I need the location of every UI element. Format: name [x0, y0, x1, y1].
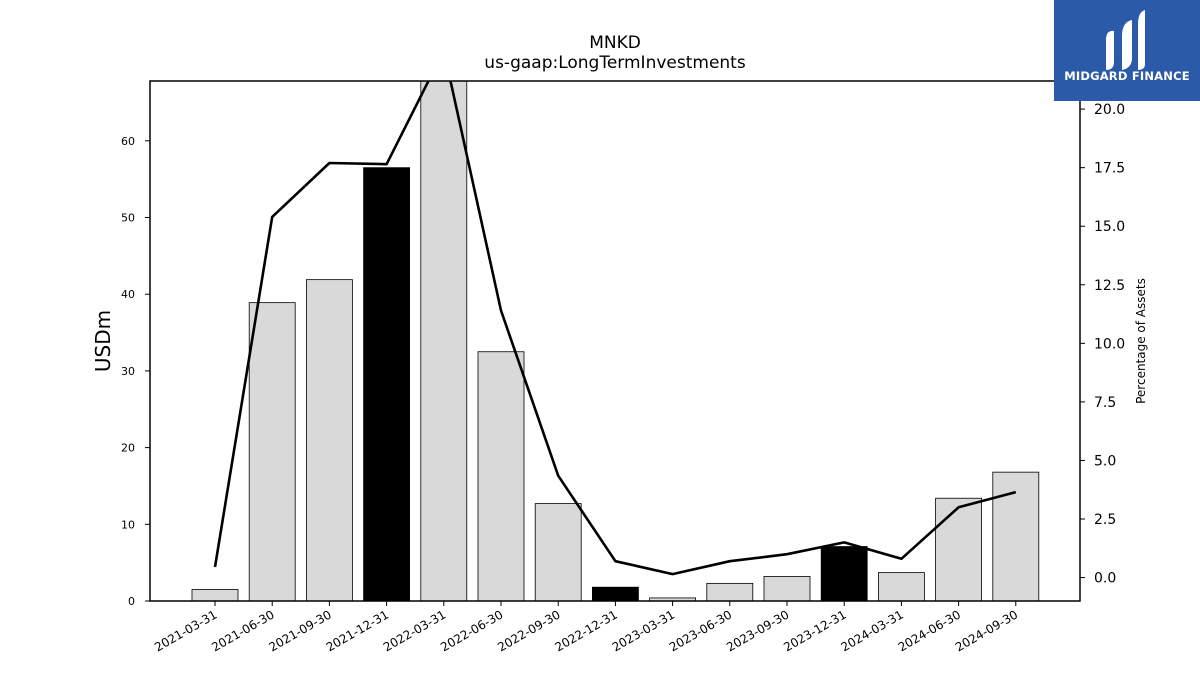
y-axis-label: USDm	[91, 310, 115, 372]
y-tick-label: 0	[128, 595, 135, 608]
y2-tick-label: 17.5	[1094, 161, 1125, 177]
bar	[878, 572, 925, 601]
x-tick-label: 2021-03-31	[152, 607, 219, 654]
y-tick-label: 50	[121, 212, 135, 225]
chart-subtitle: us-gaap:LongTermInvestments	[484, 53, 746, 73]
y2-tick-label: 5.0	[1094, 453, 1116, 469]
y-tick-label: 20	[121, 442, 135, 455]
bar	[534, 503, 582, 601]
logo-mark-icon	[1106, 10, 1145, 70]
y-tick-label: 40	[121, 288, 135, 301]
x-tick-label: 2024-09-30	[953, 607, 1020, 654]
y-tick-label: 60	[121, 135, 135, 148]
x-tick-label: 2023-06-30	[667, 607, 734, 654]
bar	[477, 351, 525, 601]
y-tick-label: 10	[121, 518, 135, 531]
y2-tick-label: 0.0	[1094, 571, 1116, 587]
y2-tick-label: 10.0	[1094, 336, 1125, 352]
series-line	[213, 81, 1017, 576]
bar	[191, 589, 239, 601]
bar	[305, 279, 353, 601]
x-tick-label: 2022-06-30	[438, 607, 505, 654]
x-tick-label: 2024-06-30	[896, 607, 963, 654]
bar	[935, 497, 982, 601]
y-tick-label: 30	[121, 365, 135, 378]
x-tick-label: 2021-06-30	[209, 607, 276, 654]
line-group	[213, 81, 1017, 576]
x-tick-label: 2021-12-31	[324, 607, 391, 654]
y2-tick-label: 20.0	[1094, 102, 1125, 118]
x-tick-label: 2022-09-30	[495, 607, 562, 654]
bar	[820, 546, 868, 601]
y2-tick-label: 12.5	[1094, 278, 1125, 294]
x-axis: 2021-03-312021-06-302021-09-302021-12-31…	[152, 601, 1020, 654]
bar	[706, 582, 754, 601]
bar	[363, 167, 411, 601]
logo-text: MIDGARD FINANCE	[1064, 69, 1190, 83]
y-axis-left: 0 10 20 30 40 50 60	[121, 135, 150, 608]
bar	[420, 81, 468, 601]
x-tick-label: 2023-09-30	[724, 607, 791, 654]
x-tick-label: 2023-12-31	[781, 607, 848, 654]
y2-tick-label: 7.5	[1094, 395, 1116, 411]
bar	[592, 586, 639, 601]
y-axis-right: 0.0 2.5 5.0 7.5 10.0 12.5 15.0 17.5 20.0	[1080, 102, 1125, 587]
bar	[992, 471, 1040, 601]
x-tick-label: 2022-03-31	[381, 607, 448, 654]
x-tick-label: 2022-12-31	[552, 607, 619, 654]
x-tick-label: 2023-03-31	[610, 607, 677, 654]
y2-axis-label: Percentage of Assets	[1134, 278, 1148, 404]
x-tick-label: 2021-09-30	[266, 607, 333, 654]
bar	[248, 302, 296, 601]
bar	[763, 576, 811, 601]
bars-group	[191, 81, 1040, 601]
y2-tick-label: 2.5	[1094, 512, 1116, 528]
brand-logo: MIDGARD FINANCE	[1054, 0, 1200, 101]
x-tick-label: 2024-03-31	[838, 607, 905, 654]
y2-tick-label: 15.0	[1094, 219, 1125, 235]
chart-title: MNKD	[589, 33, 641, 53]
